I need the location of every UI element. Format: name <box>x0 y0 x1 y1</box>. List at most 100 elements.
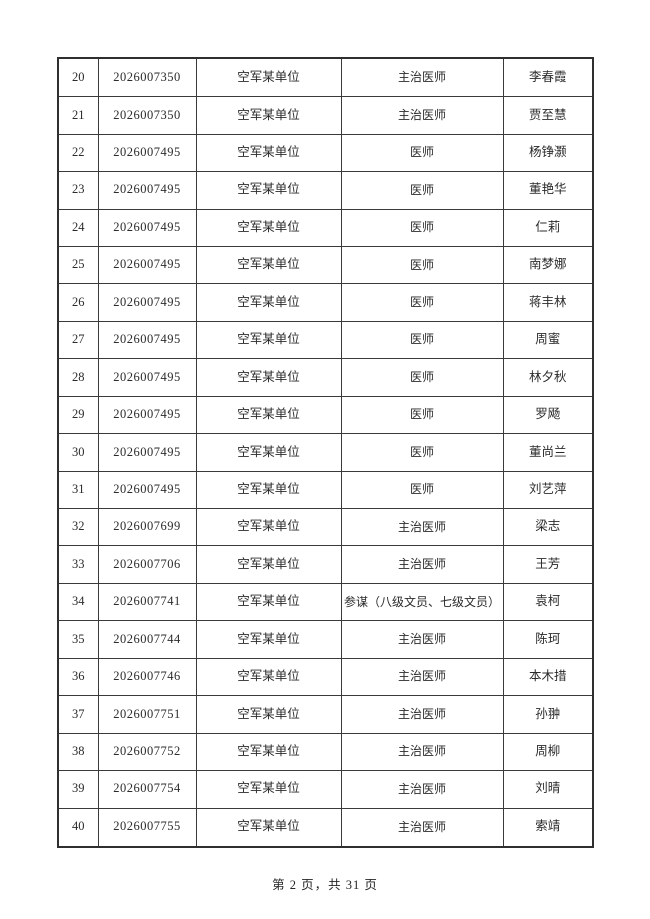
cell-id: 2026007350 <box>97 96 197 135</box>
cell-name: 蒋丰林 <box>502 283 594 322</box>
table-row: 38 2026007752 空军某单位 主治医师 周柳 <box>57 732 594 772</box>
cell-index: 39 <box>57 770 99 809</box>
table-row: 40 2026007755 空军某单位 主治医师 索靖 <box>57 807 594 848</box>
cell-id: 2026007495 <box>97 320 197 360</box>
cell-unit: 空军某单位 <box>195 770 342 809</box>
cell-id: 2026007754 <box>97 770 197 809</box>
cell-unit: 空军某单位 <box>195 695 342 734</box>
cell-index: 33 <box>57 545 99 584</box>
cell-index: 32 <box>57 508 99 547</box>
cell-unit: 空军某单位 <box>195 208 342 247</box>
table-row: 21 2026007350 空军某单位 主治医师 贾至慧 <box>57 96 594 135</box>
cell-id: 2026007495 <box>97 358 197 397</box>
cell-position: 主治医师 <box>340 508 504 547</box>
cell-name: 董尚兰 <box>502 433 594 472</box>
cell-unit: 空军某单位 <box>195 732 342 772</box>
roster-table-body: 20 2026007350 空军某单位 主治医师 李春霞 21 2026007350 空军某单… <box>57 57 594 848</box>
roster-table: 20 2026007350 空军某单位 主治医师 李春霞 21 2026007350 空军某单… <box>57 57 594 848</box>
cell-name: 林夕秋 <box>502 358 594 397</box>
table-row: 20 2026007350 空军某单位 主治医师 李春霞 <box>57 57 594 98</box>
cell-index: 25 <box>57 245 99 285</box>
cell-id: 2026007741 <box>97 582 197 622</box>
cell-unit: 空军某单位 <box>195 470 342 510</box>
cell-unit: 空军某单位 <box>195 96 342 135</box>
cell-index: 30 <box>57 433 99 472</box>
cell-index: 36 <box>57 657 99 697</box>
cell-id: 2026007495 <box>97 133 197 173</box>
cell-name: 孙翀 <box>502 695 594 734</box>
cell-unit: 空军某单位 <box>195 657 342 697</box>
table-row: 28 2026007495 空军某单位 医师 林夕秋 <box>57 358 594 397</box>
table-row: 39 2026007754 空军某单位 主治医师 刘晴 <box>57 770 594 809</box>
cell-index: 23 <box>57 171 99 210</box>
table-row: 34 2026007741 空军某单位 参谋（八级文员、七级文员） 袁柯 <box>57 582 594 622</box>
table-row: 27 2026007495 空军某单位 医师 周蜜 <box>57 320 594 360</box>
cell-position: 医师 <box>340 283 504 322</box>
cell-position: 主治医师 <box>340 545 504 584</box>
cell-id: 2026007699 <box>97 508 197 547</box>
cell-unit: 空军某单位 <box>195 57 342 98</box>
cell-position: 医师 <box>340 470 504 510</box>
cell-name: 贾至慧 <box>502 96 594 135</box>
cell-index: 37 <box>57 695 99 734</box>
cell-name: 刘艺萍 <box>502 470 594 510</box>
cell-index: 26 <box>57 283 99 322</box>
cell-position: 医师 <box>340 320 504 360</box>
table-row: 35 2026007744 空军某单位 主治医师 陈珂 <box>57 620 594 659</box>
cell-index: 27 <box>57 320 99 360</box>
cell-position: 医师 <box>340 433 504 472</box>
cell-position: 医师 <box>340 358 504 397</box>
page-number-text: 第 2 页，共 31 页 <box>272 878 378 892</box>
cell-name: 梁志 <box>502 508 594 547</box>
table-row: 36 2026007746 空军某单位 主治医师 本木措 <box>57 657 594 697</box>
cell-position: 医师 <box>340 395 504 435</box>
cell-name: 王芳 <box>502 545 594 584</box>
cell-id: 2026007495 <box>97 395 197 435</box>
table-row: 30 2026007495 空军某单位 医师 董尚兰 <box>57 433 594 472</box>
table-row: 29 2026007495 空军某单位 医师 罗飏 <box>57 395 594 435</box>
cell-index: 22 <box>57 133 99 173</box>
cell-unit: 空军某单位 <box>195 283 342 322</box>
cell-unit: 空军某单位 <box>195 807 342 848</box>
cell-unit: 空军某单位 <box>195 433 342 472</box>
table-row: 33 2026007706 空军某单位 主治医师 王芳 <box>57 545 594 584</box>
cell-index: 29 <box>57 395 99 435</box>
cell-name: 罗飏 <box>502 395 594 435</box>
cell-name: 杨铮灏 <box>502 133 594 173</box>
table-row: 22 2026007495 空军某单位 医师 杨铮灏 <box>57 133 594 173</box>
cell-name: 索靖 <box>502 807 594 848</box>
table-row: 24 2026007495 空军某单位 医师 仁莉 <box>57 208 594 247</box>
table-row: 32 2026007699 空军某单位 主治医师 梁志 <box>57 508 594 547</box>
cell-position: 医师 <box>340 171 504 210</box>
table-row: 37 2026007751 空军某单位 主治医师 孙翀 <box>57 695 594 734</box>
cell-name: 周蜜 <box>502 320 594 360</box>
cell-unit: 空军某单位 <box>195 320 342 360</box>
table-row: 25 2026007495 空军某单位 医师 南梦娜 <box>57 245 594 285</box>
cell-unit: 空军某单位 <box>195 395 342 435</box>
cell-unit: 空军某单位 <box>195 245 342 285</box>
cell-index: 34 <box>57 582 99 622</box>
cell-unit: 空军某单位 <box>195 508 342 547</box>
cell-name: 刘晴 <box>502 770 594 809</box>
cell-unit: 空军某单位 <box>195 171 342 210</box>
cell-unit: 空军某单位 <box>195 358 342 397</box>
cell-unit: 空军某单位 <box>195 545 342 584</box>
cell-unit: 空军某单位 <box>195 620 342 659</box>
cell-id: 2026007744 <box>97 620 197 659</box>
cell-id: 2026007350 <box>97 57 197 98</box>
cell-position: 医师 <box>340 245 504 285</box>
cell-index: 28 <box>57 358 99 397</box>
cell-unit: 空军某单位 <box>195 582 342 622</box>
cell-name: 本木措 <box>502 657 594 697</box>
cell-position: 主治医师 <box>340 695 504 734</box>
cell-position: 主治医师 <box>340 732 504 772</box>
cell-id: 2026007495 <box>97 433 197 472</box>
cell-position: 主治医师 <box>340 620 504 659</box>
cell-index: 31 <box>57 470 99 510</box>
cell-position: 医师 <box>340 133 504 173</box>
cell-position: 主治医师 <box>340 96 504 135</box>
cell-position: 主治医师 <box>340 657 504 697</box>
cell-position: 医师 <box>340 208 504 247</box>
cell-position: 参谋（八级文员、七级文员） <box>340 582 504 622</box>
